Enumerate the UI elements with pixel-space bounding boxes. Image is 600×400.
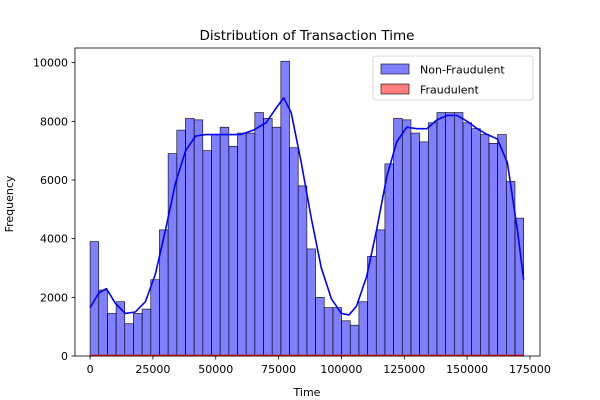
histogram-bar <box>107 313 117 357</box>
legend-swatch <box>380 83 410 95</box>
histogram-bar <box>124 323 134 357</box>
plot-frame <box>74 47 541 357</box>
histogram-bar <box>384 163 394 357</box>
histogram-bar <box>436 112 446 357</box>
bars-layer <box>89 60 524 357</box>
histogram-bar <box>445 112 455 357</box>
histogram-bar <box>462 122 472 357</box>
histogram-bar <box>332 307 342 357</box>
histogram-bar <box>271 126 282 357</box>
histogram-bar <box>133 313 143 357</box>
histogram-bar <box>228 145 238 357</box>
histogram-bar <box>349 324 360 357</box>
histogram-bar <box>315 297 325 357</box>
chart-title: Distribution of Transaction Time <box>200 28 415 44</box>
x-tick-label: 150000 <box>446 363 488 376</box>
histogram-bar <box>289 147 299 357</box>
x-tick-label: 50000 <box>198 363 233 376</box>
histogram-bar <box>427 122 438 357</box>
histogram-bar <box>185 118 195 357</box>
histogram-bar <box>419 141 429 357</box>
histogram-bar <box>323 307 334 357</box>
histogram-bar <box>341 320 351 357</box>
histogram-bar <box>367 255 377 357</box>
histogram-bar <box>393 118 403 357</box>
histogram-bar <box>358 301 368 357</box>
histogram-bar <box>497 134 507 357</box>
y-tick-label: 8000 <box>40 115 68 128</box>
legend: Non-Fraudulent Fraudulent <box>372 55 534 101</box>
histogram-bar <box>89 241 100 357</box>
x-tick-label: 100000 <box>320 363 362 376</box>
histogram-bar <box>514 217 524 357</box>
histogram-bar <box>488 143 498 357</box>
kde-line <box>89 97 525 316</box>
histogram-bar <box>237 132 247 357</box>
histogram-bar <box>150 279 160 357</box>
legend-label: Non-Fraudulent <box>420 64 505 77</box>
histogram-bar <box>98 289 108 357</box>
x-tick-label: 0 <box>87 363 94 376</box>
histogram-bar <box>297 185 308 357</box>
y-tick-label: 4000 <box>40 233 68 246</box>
histogram-bar <box>219 126 230 357</box>
y-tick-label: 2000 <box>40 291 68 304</box>
histogram-bar <box>480 134 490 357</box>
legend-swatch <box>380 63 410 75</box>
x-tick-label: 75000 <box>261 363 296 376</box>
y-axis-label: Frequency <box>3 175 16 232</box>
kde-layer <box>89 97 525 357</box>
x-tick-label: 25000 <box>135 363 170 376</box>
x-tick-label: 125000 <box>383 363 425 376</box>
y-tick-label: 0 <box>61 350 68 363</box>
x-tick-label: 175000 <box>509 363 551 376</box>
y-tick-label: 6000 <box>40 174 68 187</box>
axes-layer: 0 25000 50000 75000 100000 125000 150000 175000… <box>33 47 551 376</box>
histogram-bar <box>202 150 212 357</box>
legend-label: Fraudulent <box>420 84 480 97</box>
histogram-bar <box>306 248 316 357</box>
histogram-bar <box>115 301 126 357</box>
histogram-bar <box>471 128 481 357</box>
y-tick-label: 10000 <box>33 57 68 70</box>
histogram-bar <box>410 132 420 357</box>
legend-box <box>372 55 534 101</box>
histogram-bar <box>401 119 412 357</box>
histogram-bar <box>141 308 152 357</box>
histogram-bar <box>254 112 264 357</box>
histogram-bar <box>263 118 273 357</box>
histogram-bar <box>211 134 221 357</box>
histogram-bar <box>245 132 256 357</box>
histogram-bar <box>375 229 386 357</box>
histogram-bar <box>453 112 464 357</box>
histogram-bar <box>193 119 204 357</box>
x-axis-label: Time <box>293 386 321 399</box>
